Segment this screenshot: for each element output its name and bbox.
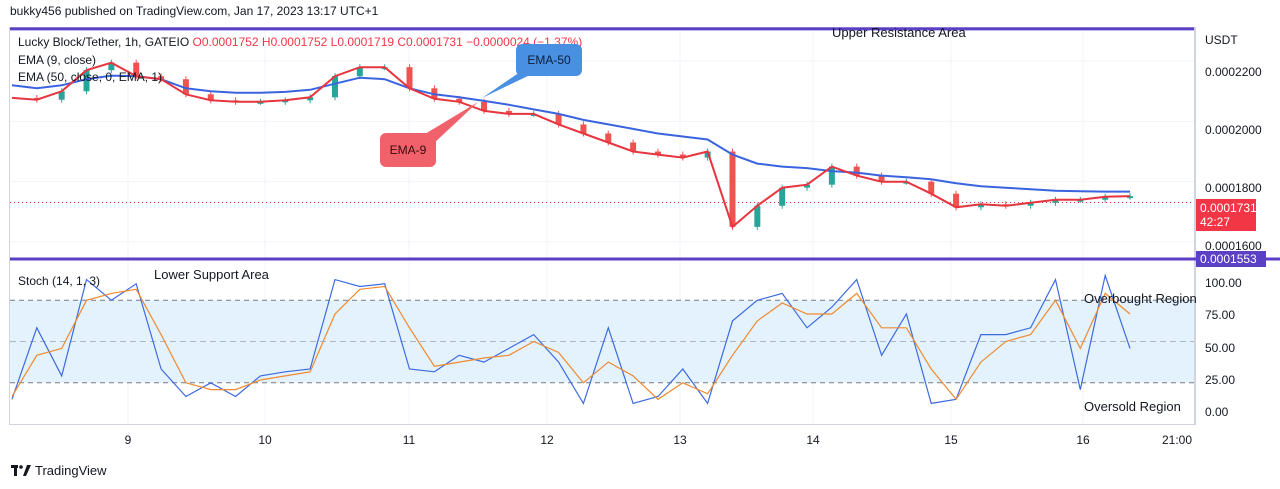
ema50-legend[interactable]: EMA (50, close, 0, EMA, 1) bbox=[18, 70, 163, 84]
stoch-band bbox=[10, 299, 1194, 384]
bar-countdown: 42:27 bbox=[1200, 215, 1231, 229]
price-series bbox=[11, 59, 1133, 230]
lower-support-label: Lower Support Area bbox=[154, 267, 269, 282]
stoch-series bbox=[11, 273, 1131, 405]
candle-body bbox=[878, 175, 885, 182]
tradingview-logo[interactable]: TradingView bbox=[11, 463, 107, 478]
candle-body bbox=[630, 142, 637, 152]
stoch-tick: 25.00 bbox=[1205, 373, 1236, 387]
candle-body bbox=[1127, 196, 1133, 199]
stoch-tick: 50.00 bbox=[1205, 341, 1236, 355]
candle-body bbox=[182, 79, 189, 95]
candle-body bbox=[580, 124, 587, 134]
candle-body bbox=[605, 133, 612, 143]
candle-body bbox=[83, 70, 90, 92]
symbol-legend[interactable]: Lucky Block/Tether, 1h, GATEIO O0.000175… bbox=[18, 35, 582, 49]
candle-body bbox=[505, 110, 512, 114]
candle-body bbox=[58, 91, 65, 100]
publisher-info: bukky456 published on TradingView.com, J… bbox=[10, 4, 379, 18]
price-tick: 0.0002000 bbox=[1205, 123, 1262, 137]
time-tick: 12 bbox=[540, 433, 554, 447]
candle-body bbox=[1102, 196, 1109, 200]
candle-body bbox=[307, 97, 314, 101]
candle-body bbox=[804, 184, 811, 188]
ema50-pointer bbox=[482, 72, 532, 98]
ema9-line bbox=[11, 61, 1131, 229]
candle-body bbox=[928, 181, 935, 194]
candle-body bbox=[953, 193, 960, 208]
ema9-legend[interactable]: EMA (9, close) bbox=[18, 53, 97, 67]
candle-body bbox=[158, 76, 165, 80]
stoch-d-line bbox=[11, 285, 1131, 401]
candle-body bbox=[654, 151, 661, 155]
ema9-callout[interactable]: EMA-9 bbox=[380, 133, 436, 167]
candle-body bbox=[406, 67, 413, 89]
time-tick: 14 bbox=[806, 433, 820, 447]
time-tick: 11 bbox=[402, 433, 416, 447]
candle-body bbox=[828, 166, 835, 185]
time-tick: 9 bbox=[124, 433, 132, 447]
time-tick: 15 bbox=[944, 433, 958, 447]
candle-body bbox=[133, 62, 140, 77]
candle-body bbox=[754, 205, 761, 227]
tradingview-wordmark: TradingView bbox=[35, 463, 107, 478]
candle-body bbox=[779, 187, 786, 206]
ohlc-values: O0.0001752 H0.0001752 L0.0001719 C0.0001… bbox=[192, 35, 583, 49]
stoch-k-line bbox=[11, 273, 1131, 405]
candle-body bbox=[282, 100, 289, 103]
candle-body bbox=[1052, 199, 1059, 203]
support-level-tag: 0.0001553 bbox=[1196, 251, 1266, 267]
price-tick: 0.0002200 bbox=[1205, 65, 1262, 79]
candle-body bbox=[257, 101, 264, 104]
time-tick: 21:00 bbox=[1161, 433, 1193, 447]
candle-body bbox=[1027, 202, 1034, 206]
stoch-legend[interactable]: Stoch (14, 1, 3) bbox=[18, 274, 101, 288]
candle-body bbox=[331, 76, 338, 98]
stoch-tick: 75.00 bbox=[1205, 308, 1236, 322]
candle-body bbox=[108, 62, 115, 71]
ema50-line bbox=[11, 74, 1130, 193]
candle-body bbox=[456, 98, 463, 102]
time-tick: 13 bbox=[673, 433, 687, 447]
upper-resistance-label: Upper Resistance Area bbox=[832, 25, 966, 40]
candle-body bbox=[555, 113, 562, 125]
currency-unit: USDT bbox=[1205, 33, 1238, 47]
time-tick: 10 bbox=[258, 433, 272, 447]
price-axis-separator bbox=[1195, 27, 1196, 425]
candle-body bbox=[356, 67, 363, 77]
candle-body bbox=[977, 204, 984, 208]
candle-body bbox=[207, 94, 214, 101]
symbol-name: Lucky Block/Tether, 1h, GATEIO bbox=[18, 35, 190, 49]
stoch-tick: 100.00 bbox=[1205, 276, 1242, 290]
price-tick: 0.0001800 bbox=[1205, 181, 1262, 195]
ema50-callout[interactable]: EMA-50 bbox=[516, 44, 582, 76]
candle-body bbox=[679, 154, 686, 158]
price-tick: 0.0001600 bbox=[1205, 239, 1262, 253]
tradingview-logo-icon bbox=[11, 464, 31, 476]
candle-body bbox=[853, 166, 860, 176]
stoch-tick: 0.00 bbox=[1205, 405, 1229, 419]
oversold-label: Oversold Region bbox=[1084, 399, 1181, 414]
last-price-tag: 0.0001731 42:27 bbox=[1196, 199, 1257, 231]
candle-body bbox=[729, 151, 736, 227]
overbought-label: Overbought Region bbox=[1084, 291, 1197, 306]
last-price-value: 0.0001731 bbox=[1200, 201, 1257, 215]
candle-body bbox=[481, 101, 488, 111]
time-tick: 16 bbox=[1076, 433, 1090, 447]
horizontal-levels bbox=[10, 27, 1280, 261]
